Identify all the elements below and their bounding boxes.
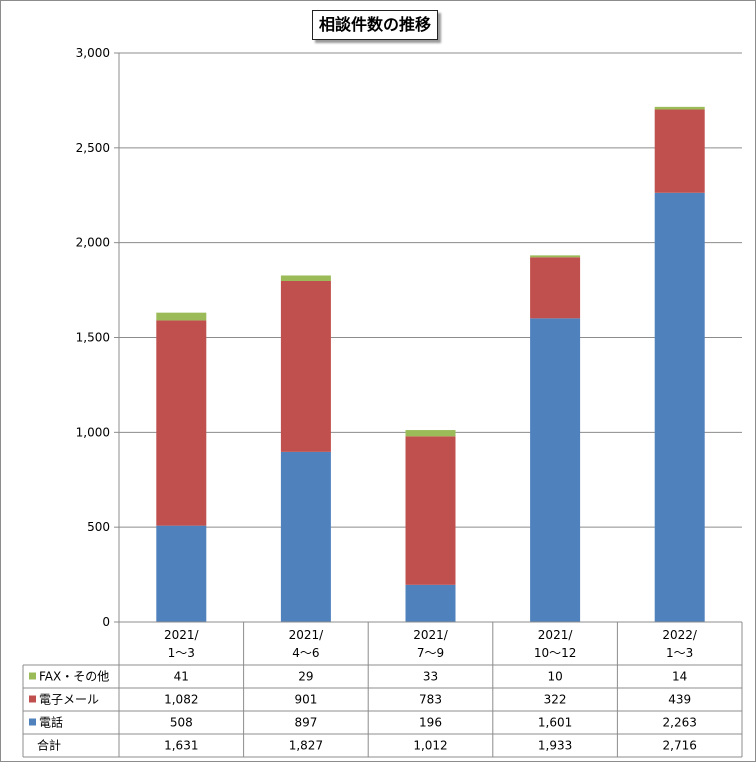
y-tick-label: 2,000 [76,236,110,250]
bar-segment [405,436,456,585]
bar-segment [405,430,456,437]
data-label: 29 [298,670,313,684]
bar-segment [530,257,581,319]
bar-segment [280,275,331,281]
y-tick-label: 1,500 [76,331,110,345]
y-tick-label: 2,500 [76,141,110,155]
bar-segment [530,318,581,622]
data-label: 1,082 [164,693,198,707]
data-label: 901 [294,693,317,707]
x-tick-label: 2022/ [662,628,698,642]
bar-segment [654,106,705,110]
bar-segment [156,312,207,321]
bar-segment [654,109,705,193]
y-tick-label: 500 [87,520,110,534]
data-label: 508 [170,716,193,730]
legend-label: 電子メール [39,693,99,707]
total-label: 合計 [37,738,61,753]
x-tick-label: 7～9 [417,646,444,660]
data-label: 1,601 [538,716,572,730]
x-tick-label: 1～3 [666,646,693,660]
total-value: 2,716 [663,739,697,753]
x-tick-label: 4～6 [292,646,319,660]
legend-label: 電話 [39,715,63,730]
bar-segment [156,525,207,622]
x-tick-label: 2021/ [413,628,449,642]
y-tick-label: 1,000 [76,425,110,439]
total-value: 1,012 [413,739,447,753]
data-label: 897 [294,716,317,730]
y-tick-label: 3,000 [76,46,110,60]
total-value: 1,827 [289,739,323,753]
bar-segment [280,280,331,452]
data-label: 783 [419,693,442,707]
data-label: 10 [547,670,562,684]
legend-swatch [29,672,36,680]
y-tick-label: 0 [102,615,110,629]
bar-segment [405,584,456,622]
data-label: 14 [672,670,687,684]
x-tick-label: 10～12 [534,646,577,660]
bar-segment [280,451,331,622]
data-label: 439 [668,693,691,707]
x-tick-label: 2021/ [538,628,574,642]
total-value: 1,631 [164,739,198,753]
legend-swatch [29,695,36,703]
data-label: 2,263 [663,716,697,730]
data-label: 322 [544,693,567,707]
chart-title: 相談件数の推移 [312,10,439,40]
legend-swatch [29,718,36,726]
legend-label: FAX・その他 [39,670,109,684]
bar-segment [530,255,581,258]
bar-segment [654,192,705,622]
x-tick-label: 2021/ [289,628,325,642]
x-tick-label: 1～3 [168,646,195,660]
data-label: 33 [423,670,438,684]
x-tick-label: 2021/ [164,628,200,642]
total-value: 1,933 [538,739,572,753]
bar-segment [156,320,207,526]
data-label: 41 [174,670,189,684]
data-label: 196 [419,716,442,730]
